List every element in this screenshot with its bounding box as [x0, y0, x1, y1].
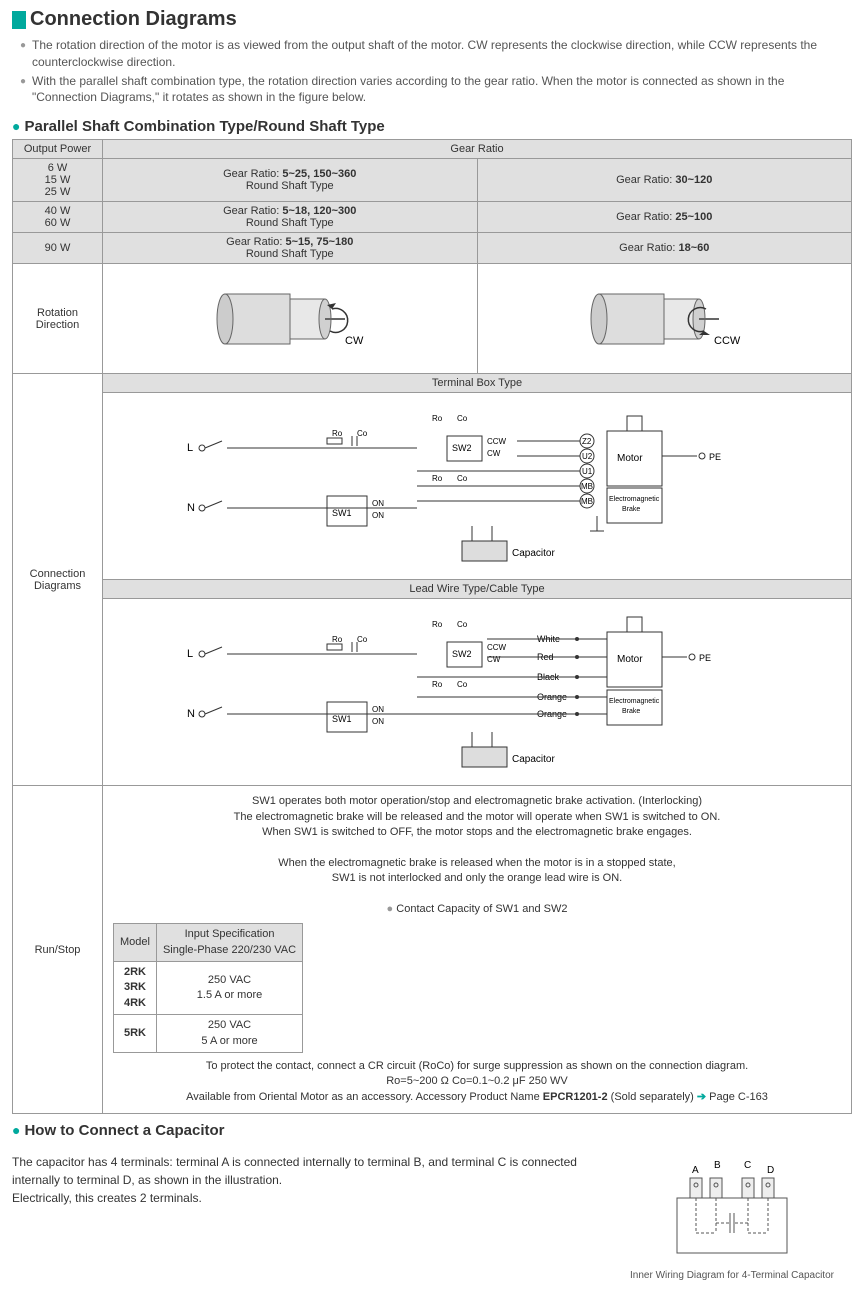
svg-text:Brake: Brake — [622, 708, 640, 715]
contact-spec: 250 VAC 1.5 A or more — [156, 962, 302, 1015]
svg-text:CW: CW — [487, 655, 501, 664]
gear-cell: Gear Ratio: 5~25, 150~360 Round Shaft Ty… — [103, 159, 478, 202]
circuit-leadwire-icon: L N SW1 ON ON Ro Co SW2 CCW C — [167, 602, 787, 782]
svg-text:Motor: Motor — [617, 654, 643, 665]
header-output-power: Output Power — [13, 140, 103, 159]
svg-text:MB: MB — [581, 482, 593, 491]
svg-text:Ro: Ro — [432, 680, 443, 689]
contact-model: 2RK 3RK 4RK — [114, 962, 157, 1015]
svg-text:Ro: Ro — [432, 620, 443, 629]
gear-cell: Gear Ratio: 5~18, 120~300 Round Shaft Ty… — [103, 202, 478, 233]
svg-text:CCW: CCW — [487, 643, 507, 652]
bullet-icon: ● — [12, 118, 20, 134]
leadwire-diagram: L N SW1 ON ON Ro Co SW2 CCW C — [103, 599, 852, 786]
subheading-capacitor: ●How to Connect a Capacitor — [12, 1122, 852, 1139]
svg-text:ON: ON — [372, 717, 384, 726]
gear-ratio-table: Output Power Gear Ratio 6 W 15 W 25 W Ge… — [12, 139, 852, 1114]
power-cell: 40 W 60 W — [13, 202, 103, 233]
note-item: With the parallel shaft combination type… — [20, 73, 852, 107]
bullet-icon: ● — [12, 1122, 20, 1138]
capacitor-icon: A B C D — [652, 1153, 812, 1263]
capacitor-diagram: A B C D Inner Wiring Diagram for 4-Termi… — [612, 1153, 852, 1281]
power-cell: 6 W 15 W 25 W — [13, 159, 103, 202]
terminal-box-diagram: L N SW1 ON ON Ro Co — [103, 393, 852, 580]
svg-text:ON: ON — [372, 705, 384, 714]
svg-text:Brake: Brake — [622, 506, 640, 513]
svg-text:Capacitor: Capacitor — [512, 754, 555, 765]
svg-text:CW: CW — [487, 449, 501, 458]
svg-text:SW2: SW2 — [452, 443, 472, 453]
svg-text:Motor: Motor — [617, 453, 643, 464]
subheading-parallel: ●Parallel Shaft Combination Type/Round S… — [12, 118, 852, 135]
svg-text:CCW: CCW — [487, 437, 507, 446]
arrow-right-icon: ➔ — [697, 1091, 706, 1103]
note-item: The rotation direction of the motor is a… — [20, 37, 852, 71]
svg-text:Electromagnetic: Electromagnetic — [609, 496, 660, 503]
svg-text:Co: Co — [457, 474, 468, 483]
gear-cell: Gear Ratio: 25~100 — [477, 202, 852, 233]
svg-text:CW: CW — [345, 335, 364, 347]
svg-text:Ro: Ro — [332, 429, 343, 438]
svg-text:MB: MB — [581, 497, 593, 506]
runstop-content: SW1 operates both motor operation/stop a… — [103, 786, 852, 1114]
contact-header-spec: Input Specification Single-Phase 220/230… — [156, 924, 302, 962]
svg-text:Co: Co — [357, 429, 368, 438]
svg-text:SW1: SW1 — [332, 714, 352, 724]
capacitor-section: The capacitor has 4 terminals: terminal … — [12, 1153, 852, 1281]
rotation-direction-label: Rotation Direction — [13, 264, 103, 374]
capacitor-text: The capacitor has 4 terminals: terminal … — [12, 1153, 592, 1281]
notes-list: The rotation direction of the motor is a… — [20, 37, 852, 106]
svg-text:SW2: SW2 — [452, 649, 472, 659]
header-gear-ratio: Gear Ratio — [103, 140, 852, 159]
gear-cell: Gear Ratio: 18~60 — [477, 233, 852, 264]
motor-ccw-cell: CCW — [477, 264, 852, 374]
svg-text:Co: Co — [457, 620, 468, 629]
gear-cell: Gear Ratio: 5~15, 75~180 Round Shaft Typ… — [103, 233, 478, 264]
svg-text:PE: PE — [699, 653, 711, 663]
gear-cell: Gear Ratio: 30~120 — [477, 159, 852, 202]
circuit-terminal-icon: L N SW1 ON ON Ro Co — [167, 396, 787, 576]
svg-text:Ro: Ro — [432, 414, 443, 423]
svg-text:D: D — [767, 1165, 774, 1176]
svg-text:ON: ON — [372, 499, 384, 508]
svg-text:Electromagnetic: Electromagnetic — [609, 698, 660, 705]
svg-text:L: L — [187, 648, 193, 660]
svg-text:N: N — [187, 708, 195, 720]
power-cell: 90 W — [13, 233, 103, 264]
svg-text:Z2: Z2 — [582, 437, 592, 446]
svg-text:Co: Co — [457, 414, 468, 423]
svg-text:ON: ON — [372, 511, 384, 520]
motor-cw-icon: CW — [210, 269, 370, 369]
svg-text:CCW: CCW — [714, 335, 741, 347]
svg-text:SW1: SW1 — [332, 508, 352, 518]
contact-capacity-table: Model Input Specification Single-Phase 2… — [113, 923, 303, 1053]
svg-text:Ro: Ro — [332, 635, 343, 644]
svg-text:U2: U2 — [582, 452, 593, 461]
contact-model: 5RK — [114, 1015, 157, 1053]
svg-text:Co: Co — [357, 635, 368, 644]
title-marker-icon — [12, 11, 26, 29]
page-title: Connection Diagrams — [12, 8, 852, 31]
svg-text:A: A — [692, 1165, 699, 1176]
svg-text:Co: Co — [457, 680, 468, 689]
svg-text:C: C — [744, 1160, 751, 1171]
svg-text:Ro: Ro — [432, 474, 443, 483]
svg-text:PE: PE — [709, 452, 721, 462]
leadwire-header: Lead Wire Type/Cable Type — [103, 580, 852, 599]
terminal-box-header: Terminal Box Type — [103, 374, 852, 393]
svg-text:Capacitor: Capacitor — [512, 548, 555, 559]
motor-ccw-icon: CCW — [584, 269, 744, 369]
contact-spec: 250 VAC 5 A or more — [156, 1015, 302, 1053]
svg-text:B: B — [714, 1160, 721, 1171]
svg-text:N: N — [187, 502, 195, 514]
runstop-label: Run/Stop — [13, 786, 103, 1114]
svg-text:U1: U1 — [582, 467, 593, 476]
connection-diagrams-label: Connection Diagrams — [13, 374, 103, 786]
svg-text:L: L — [187, 442, 193, 454]
motor-cw-cell: CW — [103, 264, 478, 374]
contact-header-model: Model — [114, 924, 157, 962]
